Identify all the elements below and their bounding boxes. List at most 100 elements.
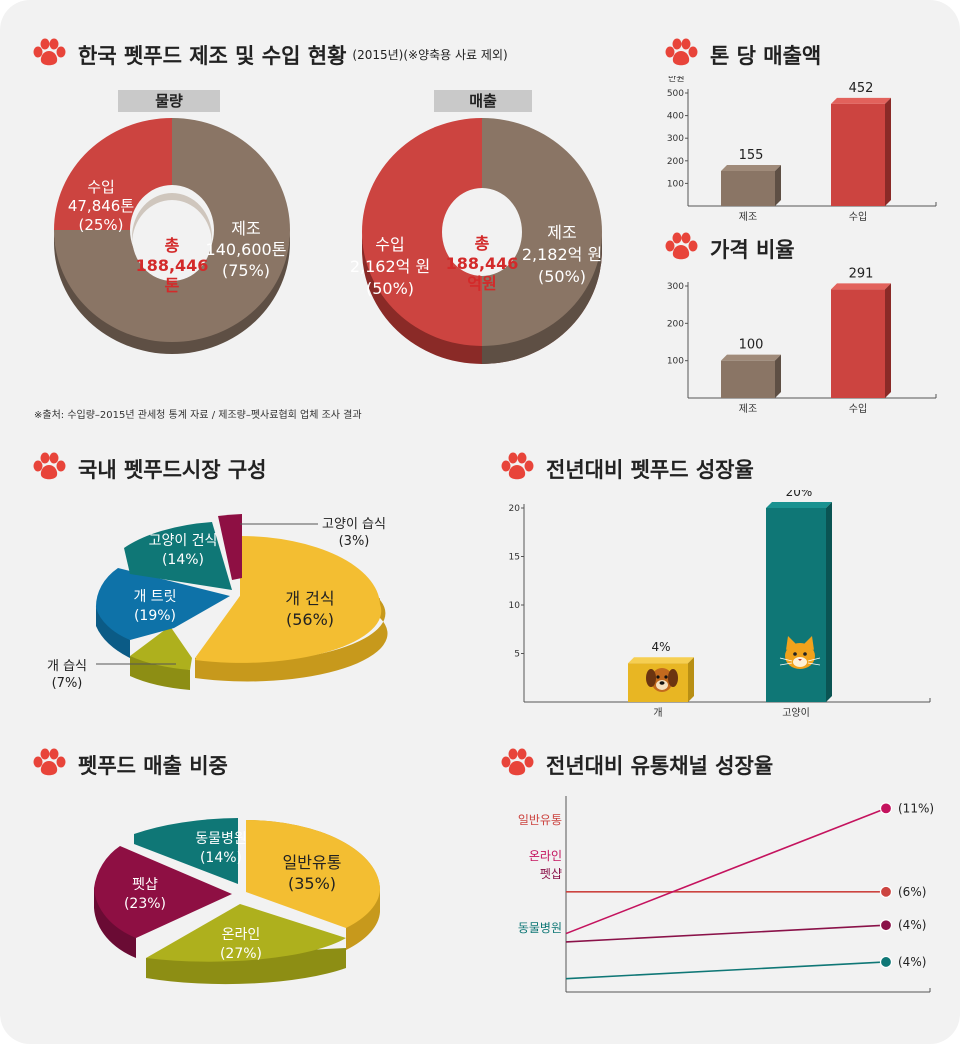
label-online: 온라인 (27%) <box>196 926 286 964</box>
series-end-point <box>879 955 893 969</box>
label-line: 140,600톤 <box>205 240 287 259</box>
bar-1 <box>766 502 832 702</box>
pie-sales-share <box>94 818 380 985</box>
label-dog-wet: 개 습식 (7%) <box>36 658 98 692</box>
label-line: (35%) <box>287 874 337 893</box>
label-line: 고양이 습식 <box>322 517 386 532</box>
donut-slice-import <box>362 118 482 346</box>
label-line: 제조 <box>547 223 577 242</box>
label-line: 동물병원 <box>195 831 247 847</box>
series-line <box>565 961 887 980</box>
paw-pad <box>672 245 690 260</box>
label-volume-manufacture: 제조 140,600톤 (75%) <box>196 218 296 281</box>
bar-0 <box>721 354 781 398</box>
label-petshop: 펫샵 (23%) <box>110 876 180 914</box>
value-label: 4% <box>651 640 670 654</box>
donut-volume <box>54 118 290 354</box>
label-line: 총 <box>164 236 180 255</box>
paw-shape <box>501 748 534 776</box>
y-tick-label: 300 <box>667 134 684 144</box>
slice-online <box>146 904 346 985</box>
series-name-label: 온라인 <box>529 849 562 863</box>
paw-toe <box>56 756 66 768</box>
section-title-growth: 전년대비 펫푸드 성장율 <box>500 452 754 485</box>
section-title-channel: 전년대비 유통채널 성장율 <box>500 748 773 781</box>
label-line: (25%) <box>78 216 124 234</box>
paw-shape <box>665 38 698 66</box>
series-end-point <box>879 802 893 815</box>
series-end-point <box>879 919 893 932</box>
label-line: 2,162억 원 <box>349 257 431 276</box>
label-line: (50%) <box>537 267 587 286</box>
label-line: 2,182억 원 <box>521 245 603 264</box>
paw-toe <box>33 46 43 58</box>
cat-icon <box>779 636 821 669</box>
dog-eye <box>656 675 660 679</box>
line-chart-channel: (6%) 일반유통 (11%) 온라인 (4%) 펫샵 (4%) 동물병원 <box>518 796 934 993</box>
label-volume-import: 수입 47,846톤 (25%) <box>56 178 146 235</box>
series-end-label: (6%) <box>898 885 926 899</box>
paw-shape <box>501 452 534 480</box>
paw-icon <box>32 748 66 781</box>
cat-whisker <box>807 657 821 662</box>
series-line <box>565 807 887 935</box>
label-dog-dry: 개 건식 (56%) <box>260 588 360 630</box>
bar-0-side <box>688 657 694 702</box>
label-line: 총 <box>474 234 490 253</box>
label-line: 188,446 <box>135 256 209 275</box>
paw-shape <box>665 232 698 260</box>
paw-pad <box>40 465 58 480</box>
y-unit-label: 만원 <box>668 76 685 84</box>
paw-pad <box>508 465 526 480</box>
section-title-per-ton: 톤 당 매출액 <box>664 38 821 71</box>
label-line: 펫샵 <box>132 877 158 893</box>
value-label: 155 <box>739 148 764 163</box>
paw-toe <box>40 38 50 50</box>
paw-icon <box>500 748 534 781</box>
title-text: 국내 펫푸드시장 구성 <box>78 457 267 482</box>
label-sales-import: 수입 2,162억 원 (50%) <box>344 234 436 300</box>
cat-whisker <box>779 657 793 662</box>
paw-toe <box>672 232 682 244</box>
label-line: (7%) <box>51 676 83 691</box>
cat-nose <box>798 659 802 661</box>
section-title-market: 국내 펫푸드시장 구성 <box>32 452 267 485</box>
value-label: 20% <box>786 490 813 499</box>
y-tick-label: 100 <box>667 357 684 367</box>
title-text: 전년대비 유통채널 성장율 <box>546 753 774 778</box>
paw-toe <box>40 452 50 464</box>
y-tick-label: 200 <box>667 157 684 167</box>
y-tick-label: 100 <box>667 179 684 189</box>
paw-toe <box>49 748 59 760</box>
cat-head <box>785 643 815 669</box>
title-text: 톤 당 매출액 <box>710 43 822 68</box>
series-name-label: 일반유통 <box>518 813 562 827</box>
title-text: 펫푸드 매출 비중 <box>78 753 228 778</box>
bar-1-top <box>766 502 832 508</box>
label-line: (14%) <box>199 850 243 866</box>
y-tick-label: 10 <box>509 601 521 611</box>
paw-toe <box>665 240 675 252</box>
paw-shape <box>33 748 66 776</box>
paw-pad <box>40 761 58 776</box>
label-line: (50%) <box>365 279 415 298</box>
tag-sales: 매출 <box>434 90 532 112</box>
paw-pad <box>672 51 690 66</box>
section-title-price-ratio: 가격 비율 <box>664 232 795 265</box>
bar-chart-price-ratio: 100 200 300 100 제조 291 수입 <box>667 266 937 415</box>
paw-toe <box>688 240 698 252</box>
slice-cat-wet <box>218 514 242 580</box>
value-label: 100 <box>739 338 764 353</box>
label-line: 개 트릿 <box>133 589 177 605</box>
cat-muzzle <box>793 657 807 667</box>
dog-ear <box>646 669 656 687</box>
pie-market <box>95 514 388 690</box>
label-line: 톤 <box>164 276 180 295</box>
donut-slice-manufacture <box>482 118 602 346</box>
y-tick-label: 300 <box>667 282 684 292</box>
cat-whisker <box>807 662 821 666</box>
source-note: ※출처: 수입량–2015년 관세청 통계 자료 / 제조량–펫사료협회 업체 … <box>34 410 362 421</box>
donut-slice-import <box>54 118 172 230</box>
label-hospital: 동물병원 (14%) <box>176 830 266 868</box>
